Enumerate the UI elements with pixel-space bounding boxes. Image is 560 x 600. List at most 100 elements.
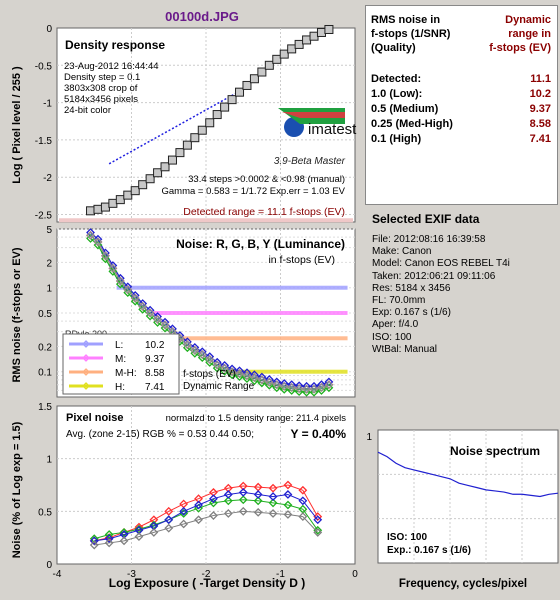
dr-row-value: 7.41 — [529, 133, 551, 145]
noise-point — [108, 263, 118, 273]
pn-point — [298, 512, 308, 522]
pn-point — [223, 509, 233, 518]
noise-point — [302, 381, 311, 391]
pn-ytick-label: 1.5 — [38, 402, 52, 413]
noise-legend-header: f-stops (EV) — [183, 369, 236, 380]
noise-point — [212, 360, 222, 370]
pixel-noise-series — [89, 480, 323, 550]
dr-row-label: 1.0 (Low): — [371, 88, 423, 100]
noise-point — [205, 355, 215, 364]
noise-subtitle: in f-stops (EV) — [268, 254, 335, 266]
pn-point — [179, 506, 189, 516]
density-point — [115, 195, 125, 205]
dr-header-right-1: Dynamic — [505, 14, 551, 26]
pn-point — [238, 506, 248, 516]
noise-ytick-label: 5 — [46, 225, 52, 236]
legend-value: 9.37 — [145, 354, 165, 365]
imatest-logo-text: imatest — [308, 121, 357, 138]
spectrum-grid — [378, 430, 558, 563]
noise-ytick-label: 2 — [46, 258, 52, 269]
pixel-noise-grid — [57, 406, 355, 564]
spectrum-line — [377, 451, 559, 498]
density-point — [130, 186, 140, 196]
pn-point — [89, 536, 99, 546]
pn-point — [313, 515, 323, 525]
pn-point — [209, 494, 218, 504]
exif-line: Exp: 0.167 s (1/6) — [372, 307, 451, 319]
noise-point — [235, 369, 244, 379]
pixel-noise-yticks: 0 0.5 1 1.5 — [38, 402, 52, 571]
density-ylabel: Log ( Pixel level / 255 ) — [11, 66, 23, 184]
legend-value: 8.58 — [145, 368, 165, 379]
legend-marker — [82, 354, 90, 362]
pn-point — [104, 530, 114, 539]
dr-row-value: 10.2 — [529, 88, 551, 100]
legend-marker — [82, 368, 90, 376]
density-info-line: 5184x3456 pixels — [64, 94, 138, 105]
dr-row-value: 8.58 — [529, 118, 551, 130]
noise-threshold-band — [153, 311, 348, 315]
exif-lines: File: 2012:08:16 16:39:58 Make: Canon Mode… — [372, 234, 552, 356]
pn-point — [119, 527, 129, 537]
dr-row-label: 0.1 (High) — [371, 133, 422, 145]
pn-point — [238, 495, 248, 505]
noise-point — [287, 380, 297, 390]
pn-xtick-label: -1 — [276, 569, 285, 580]
density-point — [324, 24, 334, 34]
density-ytick-label: 0 — [46, 24, 52, 35]
pixel-noise-norm-text: normalzd to 1.5 density range: 211.4 pix… — [166, 413, 347, 424]
pixel-noise-y-text: Y = 0.40% — [291, 427, 347, 441]
density-point — [272, 54, 282, 64]
density-ytick-label: -2 — [43, 173, 52, 184]
density-point — [153, 168, 163, 178]
legend-label: L: — [115, 340, 123, 351]
spectrum-iso-text: ISO: 100 — [387, 532, 427, 543]
imatest-version: 3.9-Beta Master — [274, 156, 346, 167]
pn-point — [149, 527, 159, 537]
pixel-noise-title: Pixel noise — [66, 412, 123, 424]
spectrum-title: Noise spectrum — [450, 444, 540, 458]
density-point — [197, 125, 207, 135]
density-point — [167, 155, 177, 165]
exif-title: Selected EXIF data — [372, 212, 480, 226]
spectrum-exp-text: Exp.: 0.167 s (1/6) — [387, 545, 471, 556]
noise-point — [257, 375, 267, 385]
density-point — [123, 190, 133, 200]
density-point — [309, 31, 319, 41]
noise-point — [242, 371, 252, 380]
pn-point — [283, 490, 293, 499]
imatest-logo-stripe-red — [282, 112, 345, 118]
pn-xtick-label: -2 — [202, 569, 211, 580]
exif-line: File: 2012:08:16 16:39:58 — [372, 234, 486, 245]
pn-point — [164, 506, 174, 516]
pn-line — [94, 491, 319, 542]
spectrum-plot-area — [377, 429, 559, 564]
exif-line: ISO: 100 — [372, 331, 412, 343]
pn-point — [283, 500, 293, 510]
density-point — [316, 27, 326, 37]
pn-point — [194, 515, 203, 525]
noise-point — [220, 361, 230, 370]
noise-threshold-band — [176, 336, 348, 341]
pn-xtick-label: -4 — [53, 569, 62, 580]
density-gamma-text: Gamma = 0.583 = 1/1.72 Exp.err = 1.03 EV — [161, 186, 345, 197]
exif-line: Make: Canon — [372, 246, 432, 258]
density-fit-line — [108, 88, 244, 165]
noise-point — [138, 301, 148, 311]
legend-value: 7.41 — [145, 382, 165, 393]
noise-point — [227, 367, 237, 377]
noise-point — [294, 381, 304, 391]
noise-point — [220, 363, 230, 373]
pn-point — [209, 498, 218, 508]
exif-line: FL: 70.0mm — [372, 295, 426, 307]
legend-value: 10.2 — [145, 340, 165, 351]
dr-header-right-3: f-stops (EV) — [489, 42, 551, 54]
noise-point — [123, 285, 133, 295]
noise-point — [160, 320, 170, 330]
density-grid — [57, 28, 355, 222]
pn-point — [298, 485, 308, 495]
density-point — [257, 67, 267, 77]
noise-point — [264, 377, 274, 387]
noise-ylabel: RMS noise (f-stops or EV) — [11, 247, 23, 382]
